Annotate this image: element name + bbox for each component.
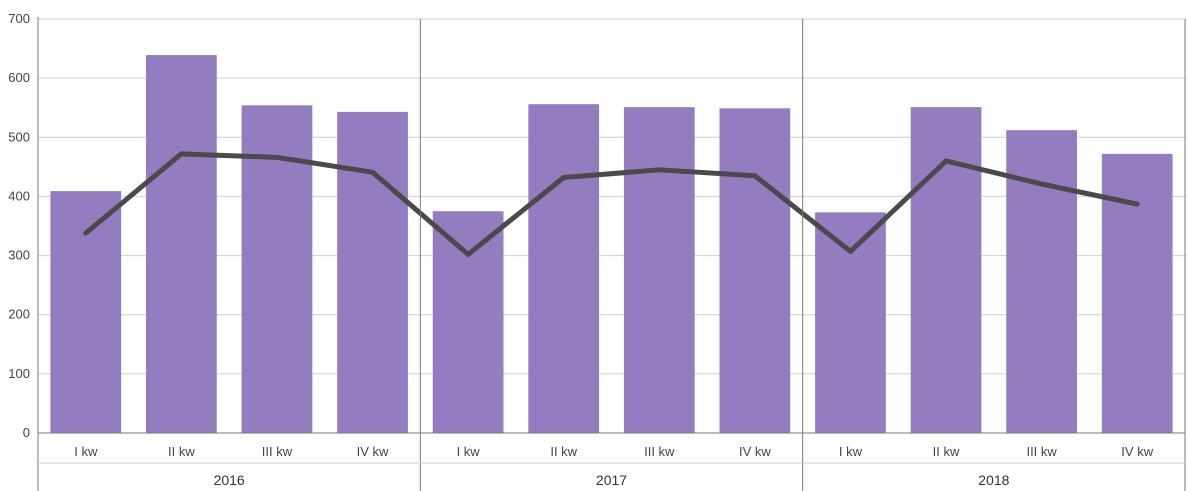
line-series <box>83 151 1140 257</box>
x-tick-label: IV kw <box>739 444 771 459</box>
x-tick-label: III kw <box>644 444 675 459</box>
x-tick-label: II kw <box>168 444 195 459</box>
x-tick-label: II kw <box>933 444 960 459</box>
y-tick-label: 200 <box>8 307 30 322</box>
x-tick-label: III kw <box>262 444 293 459</box>
group-label: 2018 <box>978 472 1009 488</box>
y-tick-label: 400 <box>8 188 30 203</box>
bar <box>50 191 122 433</box>
y-tick-label: 600 <box>8 70 30 85</box>
line-path <box>83 151 1140 257</box>
y-tick-label: 300 <box>8 248 30 263</box>
bar <box>528 104 600 433</box>
bar <box>337 111 408 434</box>
bar <box>146 55 217 433</box>
y-tick-label: 100 <box>8 366 30 381</box>
axis-labels: 0 100 200 300 400 500 600 700 I kw II kw III kw IV … <box>8 11 1153 488</box>
x-tick-label: I kw <box>457 444 481 459</box>
x-tick-label: II kw <box>550 444 577 459</box>
axes <box>37 17 1186 491</box>
x-tick-label: IV kw <box>1121 444 1153 459</box>
x-tick-label: I kw <box>74 444 98 459</box>
bar-series <box>50 55 1173 434</box>
x-tick-label: I kw <box>839 444 863 459</box>
grid-lines <box>38 18 1185 434</box>
bar <box>432 211 504 433</box>
bar <box>815 212 886 433</box>
x-tick-label: IV kw <box>357 444 389 459</box>
y-tick-label: 500 <box>8 129 30 144</box>
group-label: 2016 <box>214 472 245 488</box>
x-tick-label: III kw <box>1026 444 1057 459</box>
bar <box>719 108 791 433</box>
bar <box>623 107 695 433</box>
y-tick-label: 700 <box>8 11 30 26</box>
bar <box>1101 153 1173 434</box>
bar <box>910 107 982 433</box>
y-tick-label: 0 <box>23 425 30 440</box>
group-label: 2017 <box>596 472 627 488</box>
